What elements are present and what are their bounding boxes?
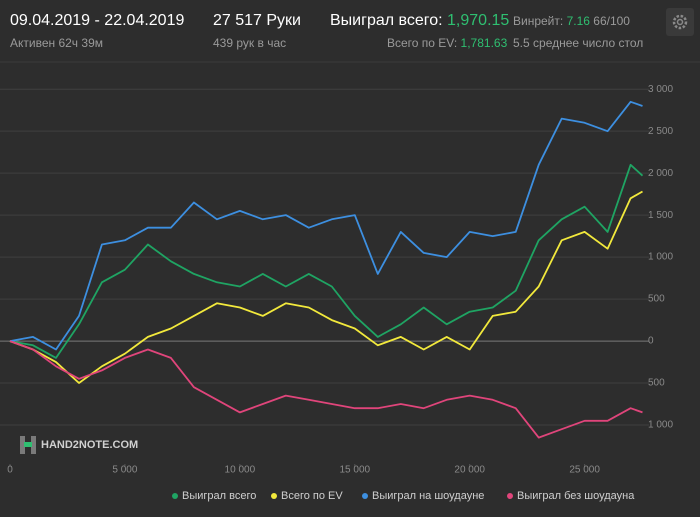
logo-icon — [24, 442, 32, 447]
legend-label: Выиграл на шоудауне — [372, 490, 484, 502]
y-tick-label: 500 — [648, 378, 665, 389]
ev-label: Всего по EV: — [387, 36, 457, 50]
won-total: Выиграл всего: 1,970.15 — [330, 12, 509, 29]
x-tick-label: 25 000 — [569, 465, 600, 476]
x-tick-label: 20 000 — [454, 465, 485, 476]
series-line — [9, 340, 643, 439]
series-line — [9, 163, 644, 359]
y-tick-label: 1 500 — [648, 210, 673, 221]
y-tick-label: 2 500 — [648, 126, 673, 137]
logo-text: HAND2NOTE.COM — [41, 439, 138, 451]
won-label: Выиграл всего: — [330, 12, 443, 29]
tables: 5.5 среднее число стол — [513, 36, 643, 50]
gear-icon — [672, 14, 688, 30]
legend-marker — [172, 493, 178, 499]
y-tick-label: 2 000 — [648, 168, 673, 179]
series-line — [9, 190, 643, 384]
logo-icon — [20, 436, 25, 454]
y-tick-label: 500 — [648, 294, 665, 305]
x-tick-label: 10 000 — [225, 465, 256, 476]
chart: 1 000 500 0 500 1 000 1 500 2 000 2 500 3 000 0 5 … — [0, 84, 673, 476]
legend-label: Выиграл без шоудауна — [517, 490, 635, 502]
x-tick-label: 15 000 — [339, 465, 370, 476]
legend-marker — [507, 493, 513, 499]
date-range: 09.04.2019 - 22.04.2019 — [10, 12, 184, 29]
series-line — [9, 100, 643, 351]
legend-label: Выиграл всего — [182, 490, 256, 502]
active-time: Активен 62ч 39м — [10, 36, 103, 50]
winrate-label: Винрейт: — [513, 14, 563, 28]
hands-per-hour: 439 рук в час — [213, 36, 286, 50]
winrate-sample: 66/100 — [593, 14, 630, 28]
y-tick-label: 1 000 — [648, 420, 673, 431]
settings-button[interactable] — [666, 8, 694, 36]
gear-center — [676, 18, 684, 26]
logo-icon — [31, 436, 36, 454]
winrate: Винрейт: 7.16 66/100 — [513, 14, 630, 28]
winrate-value: 7.16 — [567, 14, 591, 28]
legend-label: Всего по EV — [281, 490, 343, 502]
x-tick-label: 0 — [7, 465, 13, 476]
ev-total: Всего по EV: 1,781.63 — [387, 36, 508, 50]
ev-value: 1,781.63 — [461, 36, 508, 50]
hands: 27 517 Руки — [213, 12, 301, 29]
legend-marker — [362, 493, 368, 499]
x-tick-label: 5 000 — [112, 465, 137, 476]
y-tick-label: 1 000 — [648, 252, 673, 263]
won-value: 1,970.15 — [447, 12, 509, 29]
y-tick-label: 0 — [648, 336, 654, 347]
legend-marker — [271, 493, 277, 499]
legend: Выиграл всего Всего по EV Выиграл на шоуда… — [172, 490, 635, 502]
y-tick-label: 3 000 — [648, 84, 673, 95]
